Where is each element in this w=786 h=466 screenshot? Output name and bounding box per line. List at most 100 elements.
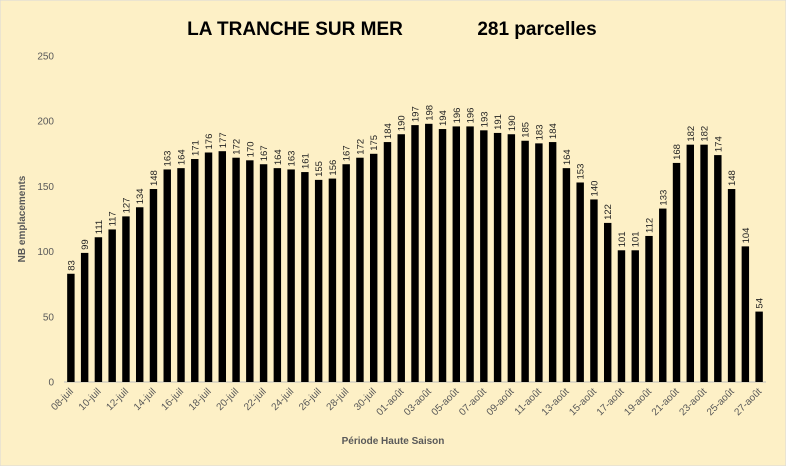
bar	[645, 235, 653, 382]
bar	[672, 162, 681, 382]
bar	[149, 189, 158, 382]
bar	[741, 246, 750, 382]
bar	[232, 157, 240, 382]
bar	[755, 311, 763, 382]
value-label: 148	[727, 170, 738, 186]
bar	[218, 151, 227, 382]
bar	[562, 168, 571, 382]
value-label: 153	[576, 164, 587, 180]
value-label: 183	[534, 125, 545, 141]
bar	[273, 168, 282, 382]
value-label: 101	[617, 231, 628, 247]
value-label: 156	[328, 160, 339, 176]
value-label: 99	[80, 239, 91, 250]
bar	[438, 129, 447, 382]
bar	[94, 237, 103, 382]
value-label: 83	[66, 260, 77, 271]
value-label: 184	[548, 123, 559, 139]
value-label: 182	[686, 126, 697, 142]
bar	[259, 164, 268, 382]
bar	[631, 250, 639, 382]
bar	[163, 169, 171, 382]
bar	[369, 153, 378, 382]
bar	[204, 152, 213, 382]
value-label: 155	[314, 161, 325, 177]
bar	[507, 134, 516, 382]
value-label: 112	[645, 218, 656, 233]
bar	[617, 250, 626, 382]
bar	[246, 160, 254, 382]
bar	[700, 144, 708, 382]
bar	[425, 123, 433, 383]
bar	[659, 208, 667, 382]
value-label: 176	[204, 134, 215, 150]
value-label: 140	[589, 181, 600, 197]
bar	[521, 140, 529, 382]
bar	[356, 157, 364, 382]
y-tick-label: 50	[43, 312, 55, 323]
value-label: 127	[121, 198, 132, 214]
value-label: 198	[424, 105, 435, 121]
value-label: 54	[755, 298, 766, 309]
value-label: 197	[411, 106, 422, 122]
bar	[590, 199, 598, 382]
value-label: 164	[177, 149, 188, 165]
value-label: 163	[287, 151, 298, 167]
bar	[328, 178, 337, 382]
value-label: 161	[300, 153, 311, 169]
value-label: 184	[383, 123, 394, 139]
bar	[576, 182, 584, 382]
value-label: 196	[452, 108, 463, 124]
y-tick-label: 150	[37, 182, 54, 193]
value-label: 191	[493, 114, 504, 130]
value-label: 164	[562, 149, 573, 165]
bar	[727, 189, 736, 382]
y-tick-label: 100	[37, 247, 54, 258]
value-label: 163	[163, 151, 174, 167]
value-label: 172	[232, 139, 243, 155]
bar	[177, 168, 185, 382]
bar	[466, 126, 474, 382]
bar	[287, 169, 295, 382]
bar	[191, 159, 199, 382]
value-label: 133	[658, 190, 669, 206]
value-label: 122	[603, 204, 614, 220]
value-label: 177	[218, 132, 229, 148]
bar	[135, 207, 144, 382]
y-axis-title: NB emplacements	[17, 175, 28, 262]
bar	[80, 252, 89, 382]
bar	[67, 273, 75, 382]
value-label: 134	[135, 188, 146, 204]
bar	[397, 134, 405, 382]
value-label: 171	[190, 140, 201, 156]
value-label: 111	[94, 220, 105, 234]
x-axis-title: Période Haute Saison	[342, 436, 445, 447]
value-label: 185	[521, 122, 532, 138]
value-label: 101	[631, 231, 642, 247]
value-label: 190	[397, 115, 408, 131]
value-label: 117	[108, 211, 119, 226]
value-label: 174	[713, 136, 724, 152]
y-tick-label: 0	[48, 378, 54, 389]
bar	[452, 126, 461, 382]
value-label: 196	[466, 108, 477, 124]
value-label: 168	[672, 144, 683, 160]
bar	[603, 222, 612, 382]
y-tick-label: 200	[37, 117, 54, 128]
bar	[535, 143, 543, 382]
bar	[301, 172, 309, 382]
bar	[383, 142, 392, 382]
bar	[411, 125, 419, 382]
value-label: 172	[355, 139, 366, 155]
value-label: 194	[438, 110, 449, 126]
bar	[714, 155, 722, 382]
value-label: 167	[259, 145, 270, 161]
y-tick-label: 250	[37, 52, 54, 63]
value-label: 167	[342, 145, 353, 161]
bar	[122, 216, 130, 382]
bar	[342, 164, 350, 382]
bar	[480, 130, 488, 382]
value-label: 170	[245, 141, 256, 157]
